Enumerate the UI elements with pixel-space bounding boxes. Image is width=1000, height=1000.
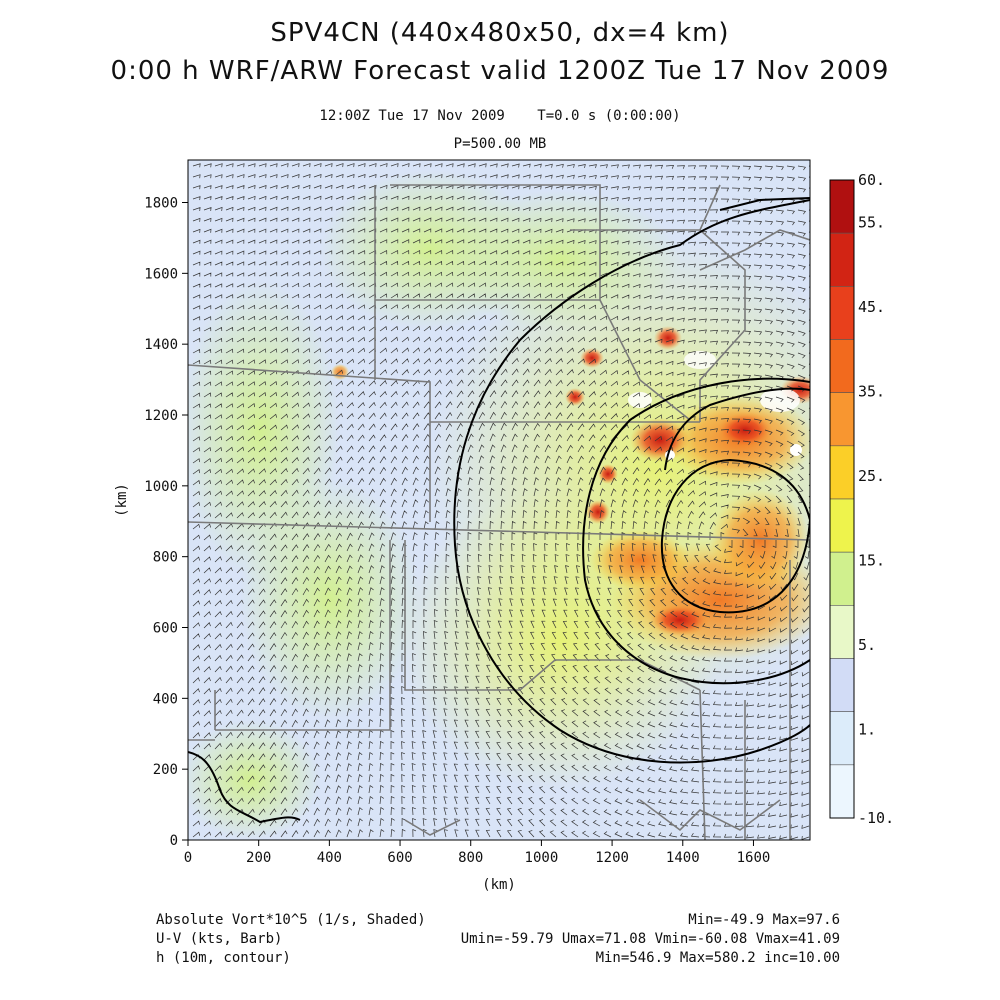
geopotential-height-contours — [188, 197, 810, 824]
x-tick-label: 0 — [184, 850, 192, 866]
colorbar-frame — [829, 179, 855, 819]
plot-area — [188, 160, 810, 840]
x-tick-label: 1200 — [595, 850, 629, 866]
y-tick-label: 1800 — [144, 196, 178, 212]
x-axis: 0 200 400 600 800 1000 1200 1400 1600 — [184, 840, 771, 866]
legend-vorticity-label: Absolute Vort*10^5 (1/s, Shaded) — [156, 912, 426, 928]
colorbar-label: 60. — [858, 171, 885, 189]
y-tick-label: 800 — [153, 550, 178, 566]
colorbar-label: 15. — [858, 551, 885, 569]
y-tick-label: 1200 — [144, 408, 178, 424]
colorbar-swatch — [829, 445, 855, 500]
legend-height-stats: Min=546.9 Max=580.2 inc=10.00 — [595, 950, 840, 966]
colorbar-swatch — [829, 551, 855, 606]
colorbar-swatch — [829, 658, 855, 712]
x-tick-label: 600 — [387, 850, 412, 866]
x-tick-label: 1400 — [666, 850, 700, 866]
y-axis-label: (km) — [114, 483, 130, 517]
x-tick-label: 800 — [458, 850, 483, 866]
valid-time: 12:00Z Tue 17 Nov 2009 — [319, 108, 505, 124]
colorbar-swatch — [829, 232, 855, 287]
colorbar-swatch — [829, 498, 855, 553]
x-tick-label: 400 — [317, 850, 342, 866]
colorbar-swatch — [829, 286, 855, 340]
colorbar: 60. 55. 45. 35. 25. 15. 5. 1. -10. — [829, 171, 894, 827]
colorbar-label: 45. — [858, 298, 885, 316]
pressure-level: P=500.00 MB — [453, 136, 547, 152]
colorbar-swatch — [829, 764, 855, 819]
model-time: T=0.0 s (0:00:00) — [537, 108, 681, 124]
plot-frame — [187, 159, 811, 841]
colorbar-label: 5. — [858, 636, 876, 654]
colorbar-label: 35. — [858, 382, 885, 400]
x-tick-label: 200 — [246, 850, 271, 866]
colorbar-swatch — [829, 179, 855, 234]
colorbar-swatch — [829, 605, 855, 659]
colorbar-swatch — [829, 392, 855, 447]
x-tick-label: 1600 — [737, 850, 771, 866]
y-tick-label: 1400 — [144, 337, 178, 353]
colorbar-label: 25. — [858, 467, 885, 485]
y-axis: 0 200 400 600 800 1000 1200 1400 1600 1800 — [144, 196, 188, 849]
x-axis-label: (km) — [482, 877, 516, 893]
y-tick-label: 600 — [153, 621, 178, 637]
colorbar-label: -10. — [858, 809, 894, 827]
y-tick-label: 0 — [170, 833, 178, 849]
wind-barbs — [192, 163, 810, 840]
y-tick-label: 1600 — [144, 266, 178, 282]
legend-vorticity-stats: Min=-49.9 Max=97.6 — [688, 912, 840, 928]
y-tick-label: 400 — [153, 691, 178, 707]
forecast-title: 0:00 h WRF/ARW Forecast valid 1200Z Tue … — [110, 56, 890, 86]
vorticity-shading — [188, 170, 810, 840]
legend-height-label: h (10m, contour) — [156, 950, 291, 966]
state-borders — [188, 184, 810, 840]
time-info: 12:00Z Tue 17 Nov 2009 T=0.0 s (0:00:00) — [0, 108, 1000, 124]
colorbar-label: 55. — [858, 213, 885, 231]
map-title: SPV4CN (440x480x50, dx=4 km) — [270, 18, 730, 48]
y-tick-label: 1000 — [144, 479, 178, 495]
legend-wind-stats: Umin=-59.79 Umax=71.08 Vmin=-60.08 Vmax=… — [460, 931, 840, 947]
x-tick-label: 1000 — [525, 850, 559, 866]
y-tick-label: 200 — [153, 762, 178, 778]
colorbar-swatch — [829, 711, 855, 766]
wind-barb-field — [192, 163, 810, 840]
colorbar-label: 1. — [858, 720, 876, 738]
legend-wind-label: U-V (kts, Barb) — [156, 931, 283, 947]
colorbar-swatch — [829, 339, 855, 393]
